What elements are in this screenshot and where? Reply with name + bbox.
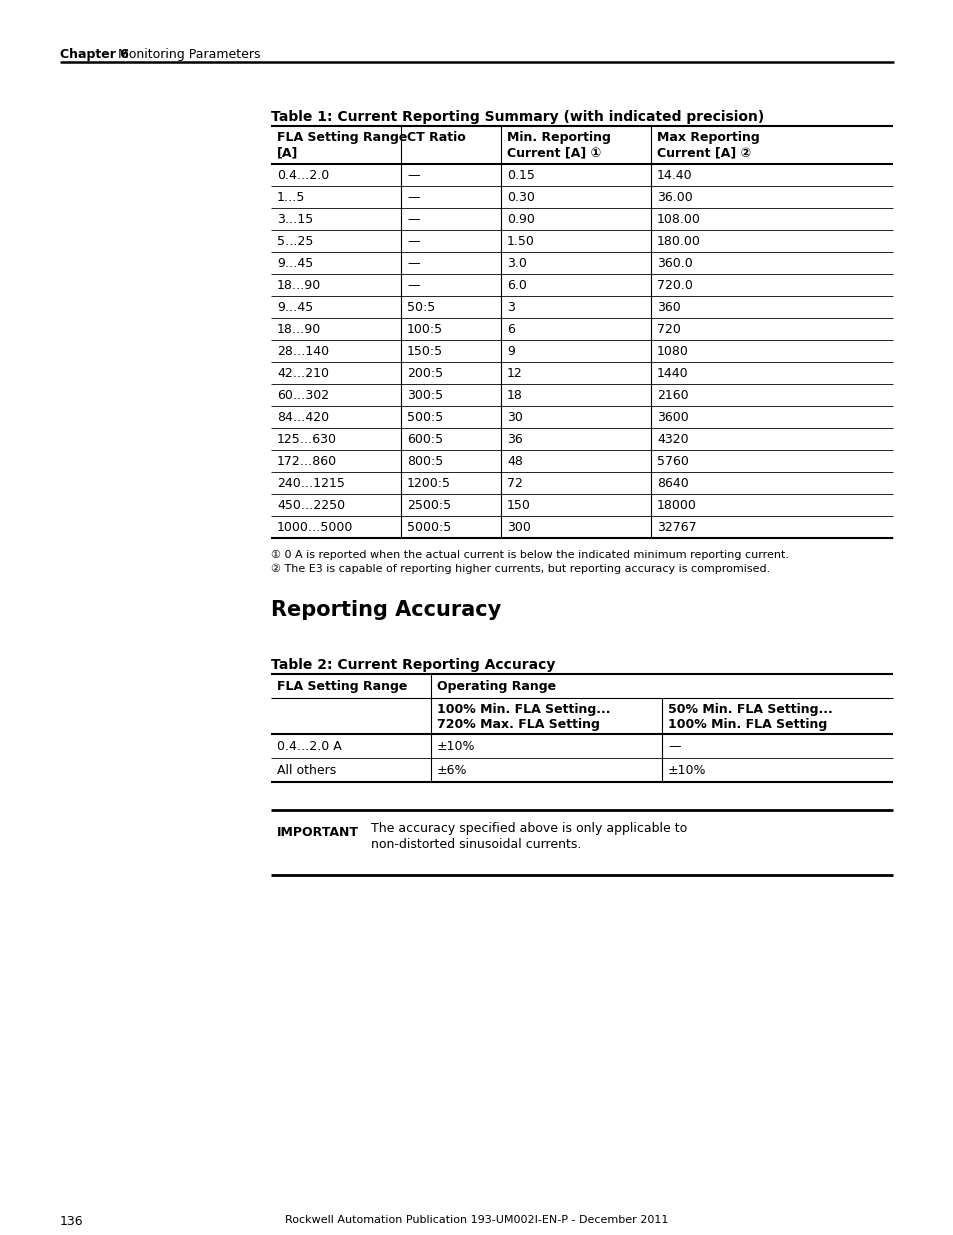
Text: 9…45: 9…45 [276,257,313,270]
Text: 1.50: 1.50 [506,235,535,248]
Text: 0.15: 0.15 [506,169,535,182]
Text: Min. Reporting
Current [A] ①: Min. Reporting Current [A] ① [506,131,610,159]
Text: 42…210: 42…210 [276,367,329,380]
Text: 150: 150 [506,499,530,513]
Text: 720.0: 720.0 [657,279,692,291]
Text: CT Ratio: CT Ratio [407,131,465,144]
Text: 1440: 1440 [657,367,688,380]
Text: Monitoring Parameters: Monitoring Parameters [118,48,260,61]
Text: ② The E3 is capable of reporting higher currents, but reporting accuracy is comp: ② The E3 is capable of reporting higher … [271,564,769,574]
Text: 450…2250: 450…2250 [276,499,345,513]
Text: 36.00: 36.00 [657,191,692,204]
Text: ① 0 A is reported when the actual current is below the indicated minimum reporti: ① 0 A is reported when the actual curren… [271,550,788,559]
Text: ±10%: ±10% [667,764,706,777]
Text: 9…45: 9…45 [276,301,313,314]
Text: 172…860: 172…860 [276,454,336,468]
Text: 180.00: 180.00 [657,235,700,248]
Text: 2160: 2160 [657,389,688,403]
Text: 300:5: 300:5 [407,389,442,403]
Text: 3…15: 3…15 [276,212,313,226]
Text: 84…420: 84…420 [276,411,329,424]
Text: Max Reporting
Current [A] ②: Max Reporting Current [A] ② [657,131,759,159]
Text: Table 1: Current Reporting Summary (with indicated precision): Table 1: Current Reporting Summary (with… [271,110,763,124]
Text: —: — [667,740,679,753]
Text: 3600: 3600 [657,411,688,424]
Text: —: — [407,191,419,204]
Text: 14.40: 14.40 [657,169,692,182]
Text: 5000:5: 5000:5 [407,521,451,534]
Text: 125…630: 125…630 [276,433,336,446]
Text: 0.4…2.0: 0.4…2.0 [276,169,329,182]
Text: FLA Setting Range: FLA Setting Range [276,680,407,693]
Text: 0.4…2.0 A: 0.4…2.0 A [276,740,341,753]
Text: IMPORTANT: IMPORTANT [276,826,358,839]
Text: 50% Min. FLA Setting...
100% Min. FLA Setting: 50% Min. FLA Setting... 100% Min. FLA Se… [667,703,832,731]
Text: 9: 9 [506,345,515,358]
Text: non-distorted sinusoidal currents.: non-distorted sinusoidal currents. [371,839,580,851]
Text: Table 2: Current Reporting Accuracy: Table 2: Current Reporting Accuracy [271,658,555,672]
Text: 108.00: 108.00 [657,212,700,226]
Text: 5760: 5760 [657,454,688,468]
Text: 3.0: 3.0 [506,257,526,270]
Text: 72: 72 [506,477,522,490]
Text: 6: 6 [506,324,515,336]
Text: 50:5: 50:5 [407,301,435,314]
Text: 600:5: 600:5 [407,433,442,446]
Text: Reporting Accuracy: Reporting Accuracy [271,600,500,620]
Text: 200:5: 200:5 [407,367,442,380]
Text: 1…5: 1…5 [276,191,305,204]
Text: Chapter 6: Chapter 6 [60,48,129,61]
Text: 360.0: 360.0 [657,257,692,270]
Text: 3: 3 [506,301,515,314]
Text: 500:5: 500:5 [407,411,443,424]
Text: 2500:5: 2500:5 [407,499,451,513]
Text: 150:5: 150:5 [407,345,442,358]
Text: 18000: 18000 [657,499,696,513]
Text: ±10%: ±10% [436,740,475,753]
Text: 136: 136 [60,1215,84,1228]
Text: Rockwell Automation Publication 193-UM002I-EN-P - December 2011: Rockwell Automation Publication 193-UM00… [285,1215,668,1225]
Text: 48: 48 [506,454,522,468]
Text: 28…140: 28…140 [276,345,329,358]
Text: 4320: 4320 [657,433,688,446]
Text: 5…25: 5…25 [276,235,313,248]
Text: —: — [407,169,419,182]
Text: 240…1215: 240…1215 [276,477,345,490]
Text: 800:5: 800:5 [407,454,443,468]
Text: 18: 18 [506,389,522,403]
Text: 300: 300 [506,521,530,534]
Text: 18…90: 18…90 [276,324,321,336]
Text: 36: 36 [506,433,522,446]
Text: 32767: 32767 [657,521,696,534]
Text: All others: All others [276,764,335,777]
Text: 30: 30 [506,411,522,424]
Text: —: — [407,235,419,248]
Text: 720: 720 [657,324,680,336]
Text: 100:5: 100:5 [407,324,442,336]
Text: 0.90: 0.90 [506,212,535,226]
Text: 360: 360 [657,301,680,314]
Text: Operating Range: Operating Range [436,680,556,693]
Text: 8640: 8640 [657,477,688,490]
Text: FLA Setting Range
[A]: FLA Setting Range [A] [276,131,407,159]
Text: 0.30: 0.30 [506,191,535,204]
Text: ±6%: ±6% [436,764,467,777]
Text: 1200:5: 1200:5 [407,477,451,490]
Text: —: — [407,212,419,226]
Text: 1080: 1080 [657,345,688,358]
Text: 100% Min. FLA Setting...
720% Max. FLA Setting: 100% Min. FLA Setting... 720% Max. FLA S… [436,703,610,731]
Text: 6.0: 6.0 [506,279,526,291]
Text: 1000…5000: 1000…5000 [276,521,353,534]
Text: —: — [407,257,419,270]
Text: The accuracy specified above is only applicable to: The accuracy specified above is only app… [371,823,686,835]
Text: 12: 12 [506,367,522,380]
Text: 60…302: 60…302 [276,389,329,403]
Text: 18…90: 18…90 [276,279,321,291]
Text: —: — [407,279,419,291]
